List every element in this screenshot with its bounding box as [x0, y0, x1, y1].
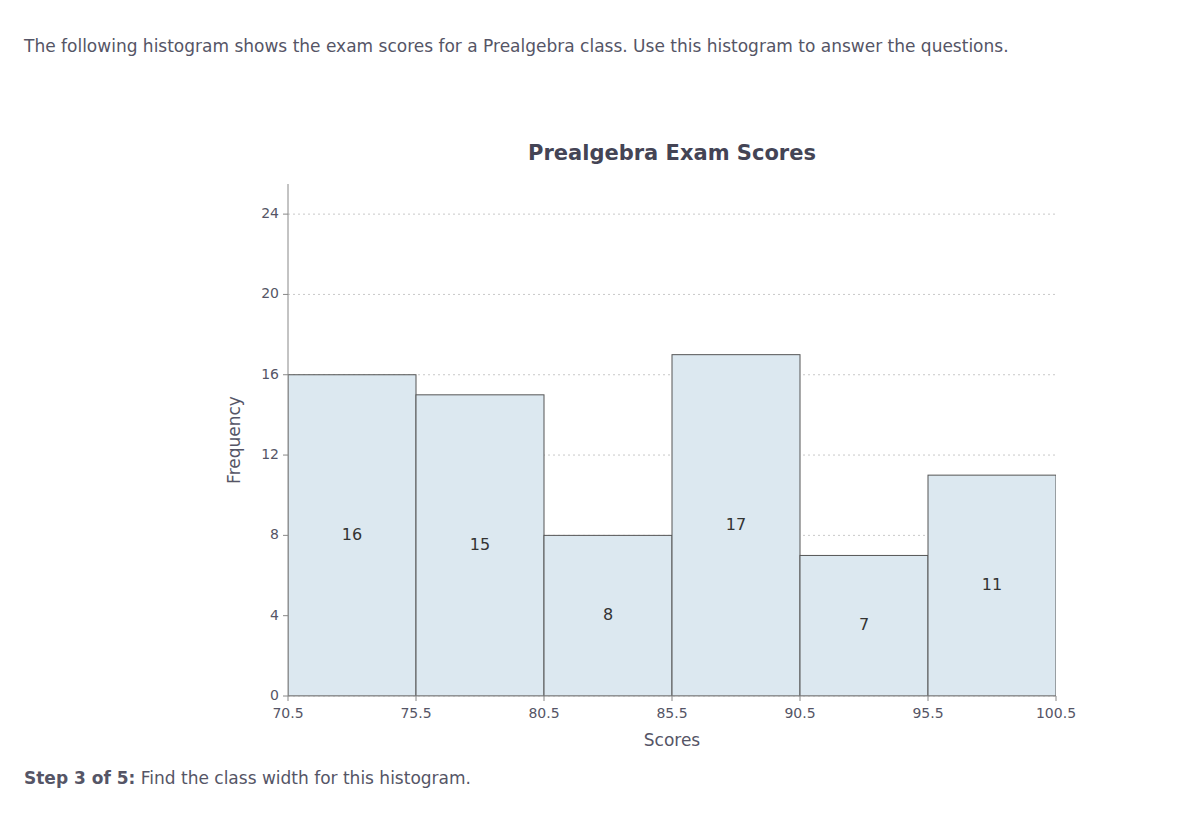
bar: [672, 355, 800, 696]
bar: [928, 475, 1056, 696]
x-tick-label: 70.5: [272, 705, 303, 721]
y-tick: [283, 615, 288, 616]
x-tick-label: 75.5: [400, 705, 431, 721]
title: Prealgebra Exam Scores: [528, 141, 816, 165]
x-tick: [928, 696, 929, 701]
y-tick-label: 20: [261, 285, 279, 301]
x-tick-label: 80.5: [528, 705, 559, 721]
y-tick-label: 16: [261, 366, 279, 382]
x-tick: [672, 696, 673, 701]
x-tick: [288, 696, 289, 701]
data-label: 16: [342, 525, 362, 544]
x-tick-label: 95.5: [912, 705, 943, 721]
grid-line: [288, 214, 1056, 215]
y-tick: [283, 294, 288, 295]
x-axis-label: Scores: [644, 730, 701, 750]
x-tick: [1056, 696, 1057, 701]
x-tick: [800, 696, 801, 701]
bars: [288, 355, 1056, 696]
data-label: 7: [859, 615, 869, 634]
axes: 70.5 75.5 80.5 85.5 90.5 95.5 100.5 0 4 8 12 16 20 24: [261, 184, 1076, 721]
annotation: Find the class width for this histogram.: [135, 768, 471, 788]
grid-line: [288, 294, 1056, 295]
bar: [544, 535, 672, 696]
data-label: 15: [470, 535, 490, 554]
y-tick-label: 0: [270, 687, 279, 703]
y-tick-label: 24: [261, 205, 279, 221]
x-tick: [544, 696, 545, 701]
bar: [288, 375, 416, 696]
footer: Step 3 of 5: Find the class width for th…: [24, 768, 471, 788]
y-tick-label: 8: [270, 526, 279, 542]
y-tick: [283, 374, 288, 375]
y-tick-label: 12: [261, 446, 279, 462]
x-tick-label: 100.5: [1036, 705, 1076, 721]
data-label: 17: [726, 515, 746, 534]
y-tick: [283, 535, 288, 536]
y-tick: [283, 696, 288, 697]
x-tick-label: 85.5: [656, 705, 687, 721]
x-tick-label: 90.5: [784, 705, 815, 721]
data-label: 11: [982, 575, 1002, 594]
subtitle: The following histogram shows the exam s…: [23, 36, 1009, 56]
annotation: Step 3 of 5:: [24, 768, 135, 788]
grid: [288, 214, 1056, 696]
y-tick: [283, 455, 288, 456]
data-label: 8: [603, 605, 613, 624]
y-tick-label: 4: [270, 607, 279, 623]
y-axis-line: [288, 184, 289, 696]
y-tick: [283, 214, 288, 215]
bar: [416, 395, 544, 696]
chart: The following histogram shows the exam s…: [0, 0, 1200, 838]
data-labels: 16 15 8 17 7 11: [342, 515, 1002, 634]
x-tick: [416, 696, 417, 701]
bar: [800, 555, 928, 696]
y-axis-label: Frequency: [224, 396, 244, 484]
